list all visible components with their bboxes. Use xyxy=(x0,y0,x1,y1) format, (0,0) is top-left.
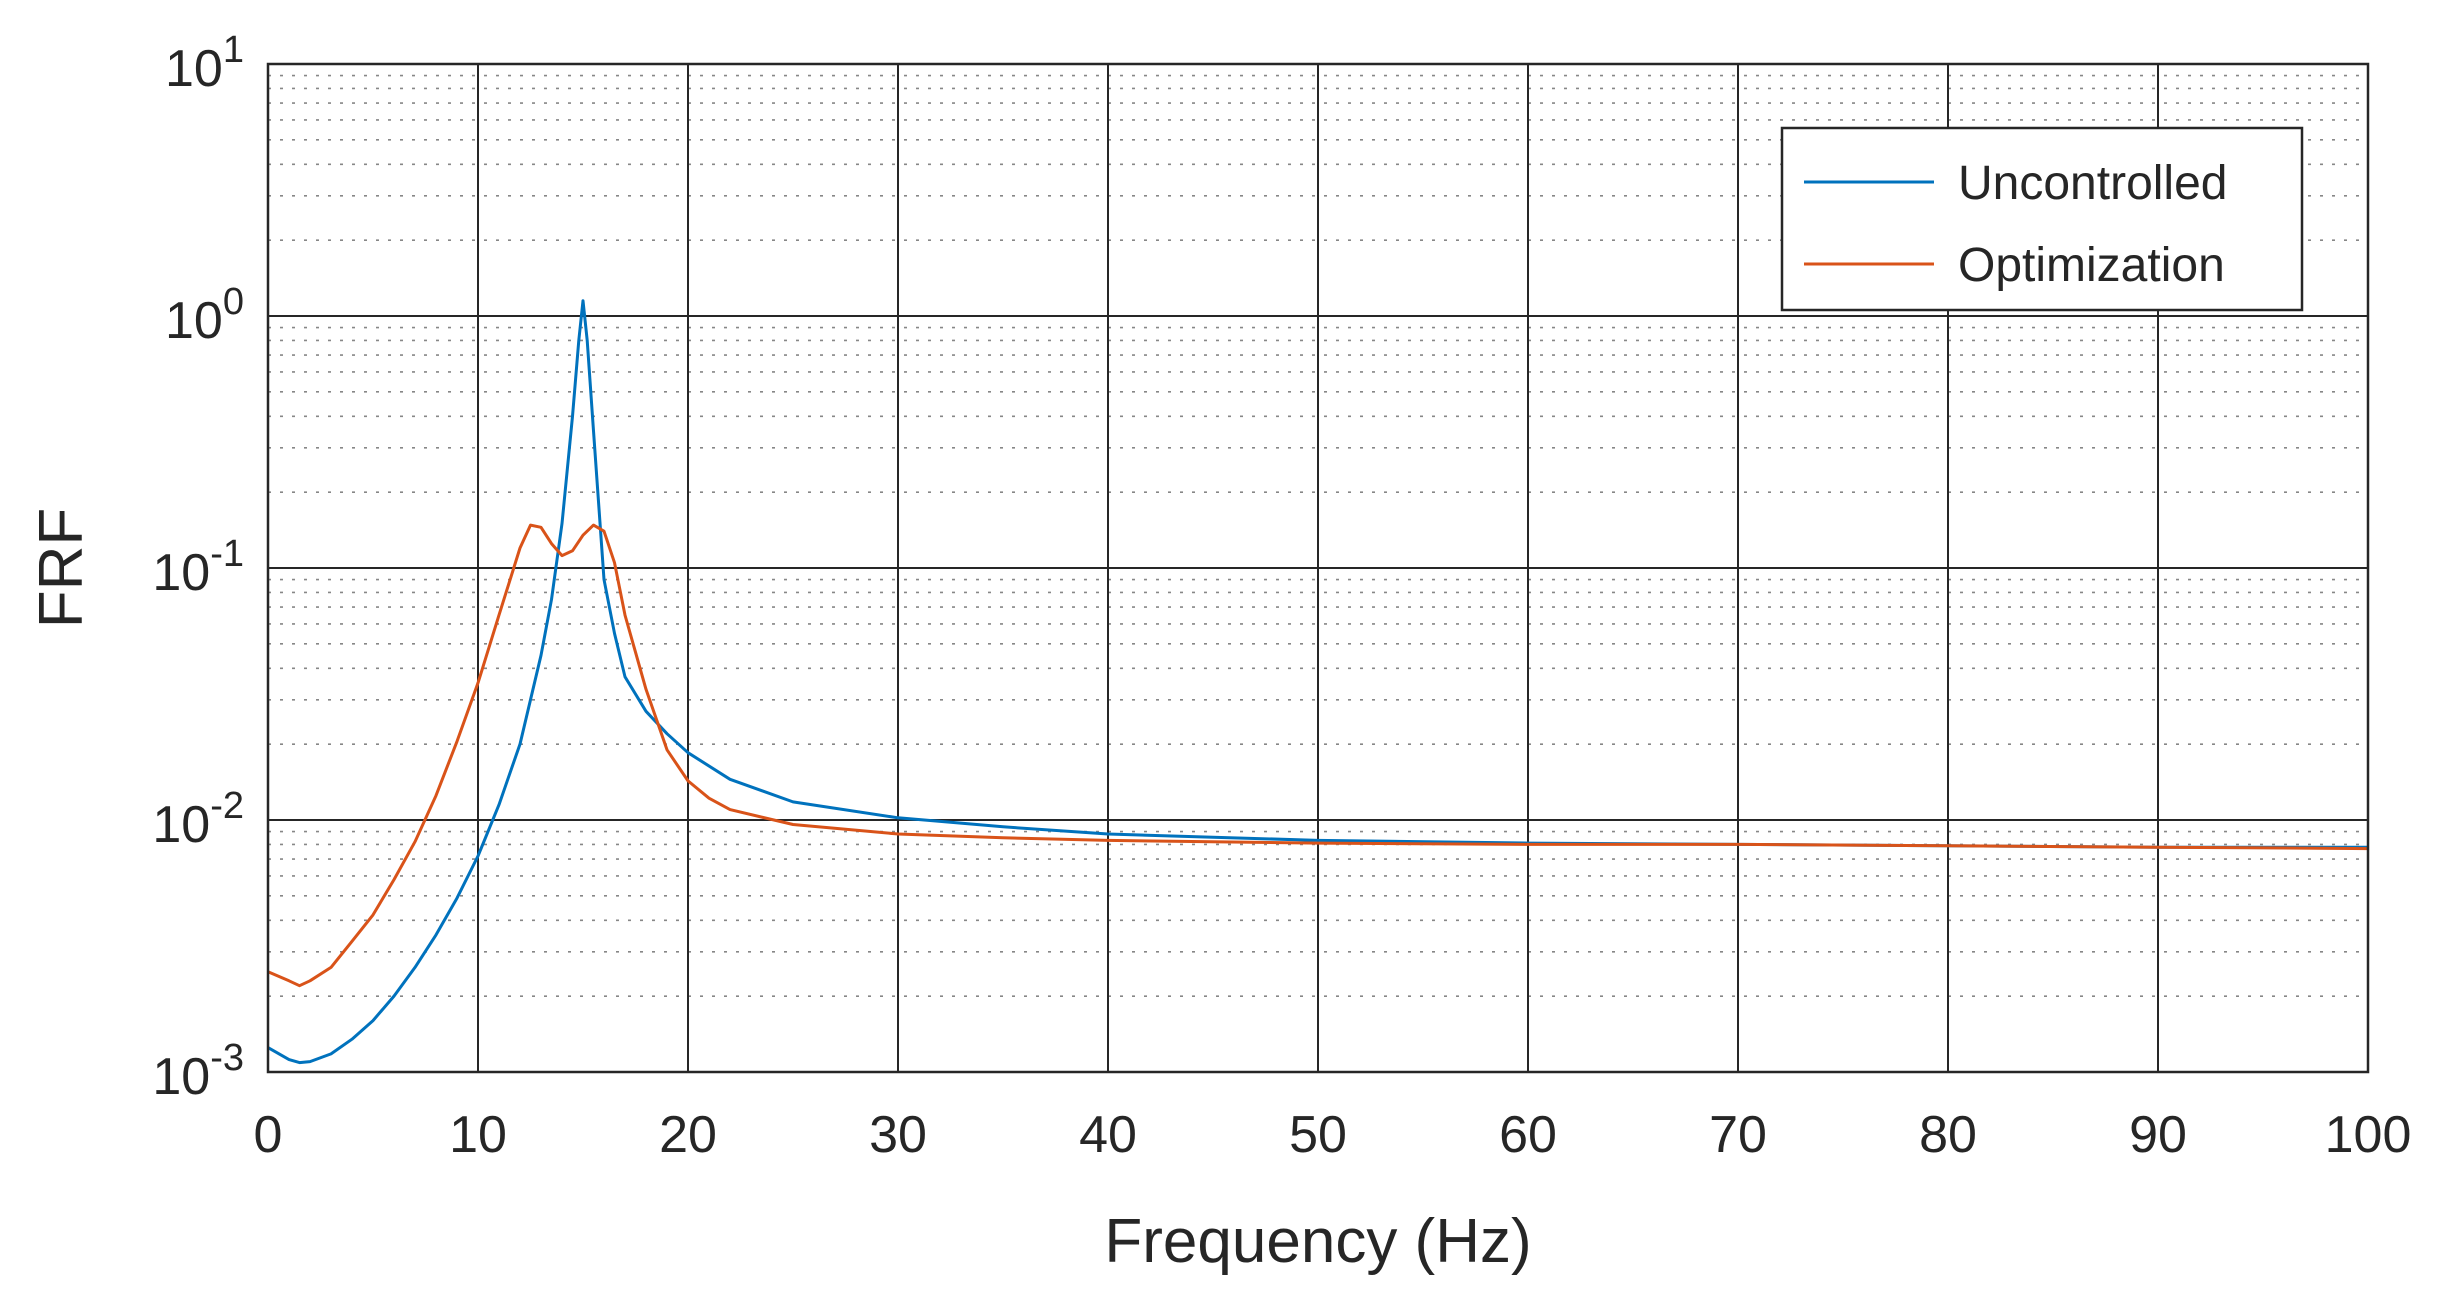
legend: Uncontrolled Optimization xyxy=(1780,126,2304,312)
y-tick-label: 101 xyxy=(165,29,244,98)
legend-label-uncontrolled: Uncontrolled xyxy=(1958,157,2227,210)
x-tick-label: 50 xyxy=(1289,1106,1347,1164)
plot-frame xyxy=(266,62,2370,1074)
x-tick-label: 40 xyxy=(1079,1106,1137,1164)
y-tick-label: 10-3 xyxy=(152,1037,244,1106)
x-tick-label: 20 xyxy=(659,1106,717,1164)
y-tick-label: 100 xyxy=(165,281,244,350)
series-line-uncontrolled xyxy=(267,299,2368,1065)
x-tick-label: 60 xyxy=(1499,1106,1557,1164)
y-tick-labels: 10-3 10-2 10-1 100 101 xyxy=(152,29,244,1106)
x-tick-label: 30 xyxy=(869,1106,927,1164)
x-tick-labels: 0 10 20 30 40 50 60 70 80 90 100 xyxy=(254,1106,2412,1164)
x-axis-label: Frequency (Hz) xyxy=(1104,1207,1531,1276)
major-grid xyxy=(268,64,2368,1072)
x-tick-label: 90 xyxy=(2129,1106,2187,1164)
series-layer xyxy=(267,299,2369,1065)
legend-label-optimization: Optimization xyxy=(1958,239,2225,292)
y-tick-label: 10-1 xyxy=(152,533,244,602)
y-tick-label: 10-2 xyxy=(152,785,244,854)
x-tick-label: 100 xyxy=(2325,1106,2412,1164)
x-tick-label: 70 xyxy=(1709,1106,1767,1164)
y-axis-label: FRF xyxy=(27,508,96,629)
series-line-optimization xyxy=(267,523,2369,988)
legend-box xyxy=(1780,126,2304,312)
x-tick-label: 10 xyxy=(449,1106,507,1164)
x-tick-label: 0 xyxy=(254,1106,283,1164)
x-tick-label: 80 xyxy=(1919,1106,1977,1164)
